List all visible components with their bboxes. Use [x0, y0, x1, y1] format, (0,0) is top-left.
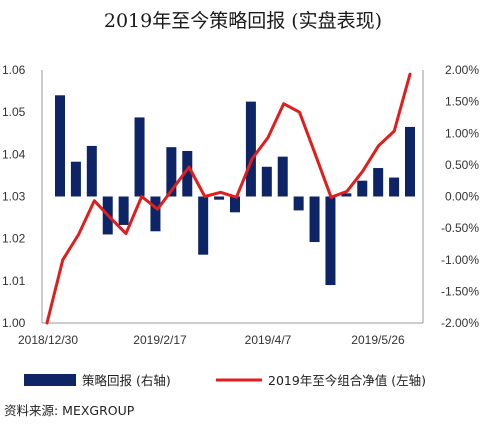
legend-bar-label: 策略回报 (右轴) [82, 373, 171, 388]
bar [341, 193, 352, 197]
line-series [45, 72, 412, 325]
left-tick-label: 1.02 [2, 232, 26, 246]
bar [166, 147, 177, 197]
right-tick-label: 1.00% [445, 126, 479, 140]
right-axis-ticks: 2.00% 1.50% 1.00% 0.50% 0.00% -0.50% -1.00% -1.… [441, 63, 479, 330]
left-tick-label: 1.05 [2, 105, 26, 119]
chart-title: 2019年至今策略回报 (实盘表现) [103, 10, 383, 32]
bar-series [55, 95, 415, 286]
net-value-line [45, 72, 412, 325]
bar [245, 101, 256, 197]
right-tick-label: -1.00% [441, 253, 479, 267]
bar [389, 177, 400, 197]
left-tick-label: 1.01 [2, 274, 26, 288]
legend-line-label: 2019年至今组合净值 (左轴) [268, 373, 426, 388]
right-tick-label: 1.50% [445, 95, 479, 109]
bar [214, 196, 225, 200]
left-axis-ticks: 1.00 1.01 1.02 1.03 1.04 1.05 1.06 [2, 63, 26, 330]
bar [293, 196, 304, 211]
bar [357, 180, 368, 197]
bar [86, 145, 97, 197]
right-tick-label: -2.00% [441, 316, 479, 330]
bar [277, 156, 288, 197]
bar [182, 150, 193, 197]
x-tick-label: 2019/5/26 [351, 333, 405, 347]
x-tick-label: 2018/12/30 [18, 333, 78, 347]
bar [198, 196, 209, 255]
left-tick-label: 1.06 [2, 63, 26, 77]
chart-frame [41, 70, 424, 324]
bar [150, 196, 161, 232]
bar [325, 196, 336, 286]
source-note: 资料来源: MEXGROUP [4, 403, 135, 418]
legend-bar-swatch [24, 374, 76, 386]
right-tick-label: -0.50% [441, 221, 479, 235]
right-tick-label: 0.50% [445, 158, 479, 172]
right-tick-label: 0.00% [445, 190, 479, 204]
bar [309, 196, 320, 243]
bar [118, 196, 129, 225]
bar [55, 95, 65, 197]
bar [134, 117, 145, 197]
x-tick-label: 2019/4/7 [245, 333, 292, 347]
left-tick-label: 1.03 [2, 190, 26, 204]
right-tick-label: 2.00% [445, 63, 479, 77]
left-tick-label: 1.00 [2, 316, 26, 330]
bar [230, 196, 240, 213]
right-tick-label: -1.50% [441, 284, 479, 298]
x-tick-label: 2019/2/17 [133, 333, 187, 347]
legend: 策略回报 (右轴) 2019年至今组合净值 (左轴) [24, 373, 426, 388]
x-axis-ticks: 2018/12/30 2019/2/17 2019/4/7 2019/5/26 [18, 333, 405, 347]
bar [373, 168, 384, 197]
bar [70, 161, 81, 197]
bar [261, 166, 272, 197]
left-tick-label: 1.04 [2, 147, 26, 161]
bar [405, 126, 415, 197]
